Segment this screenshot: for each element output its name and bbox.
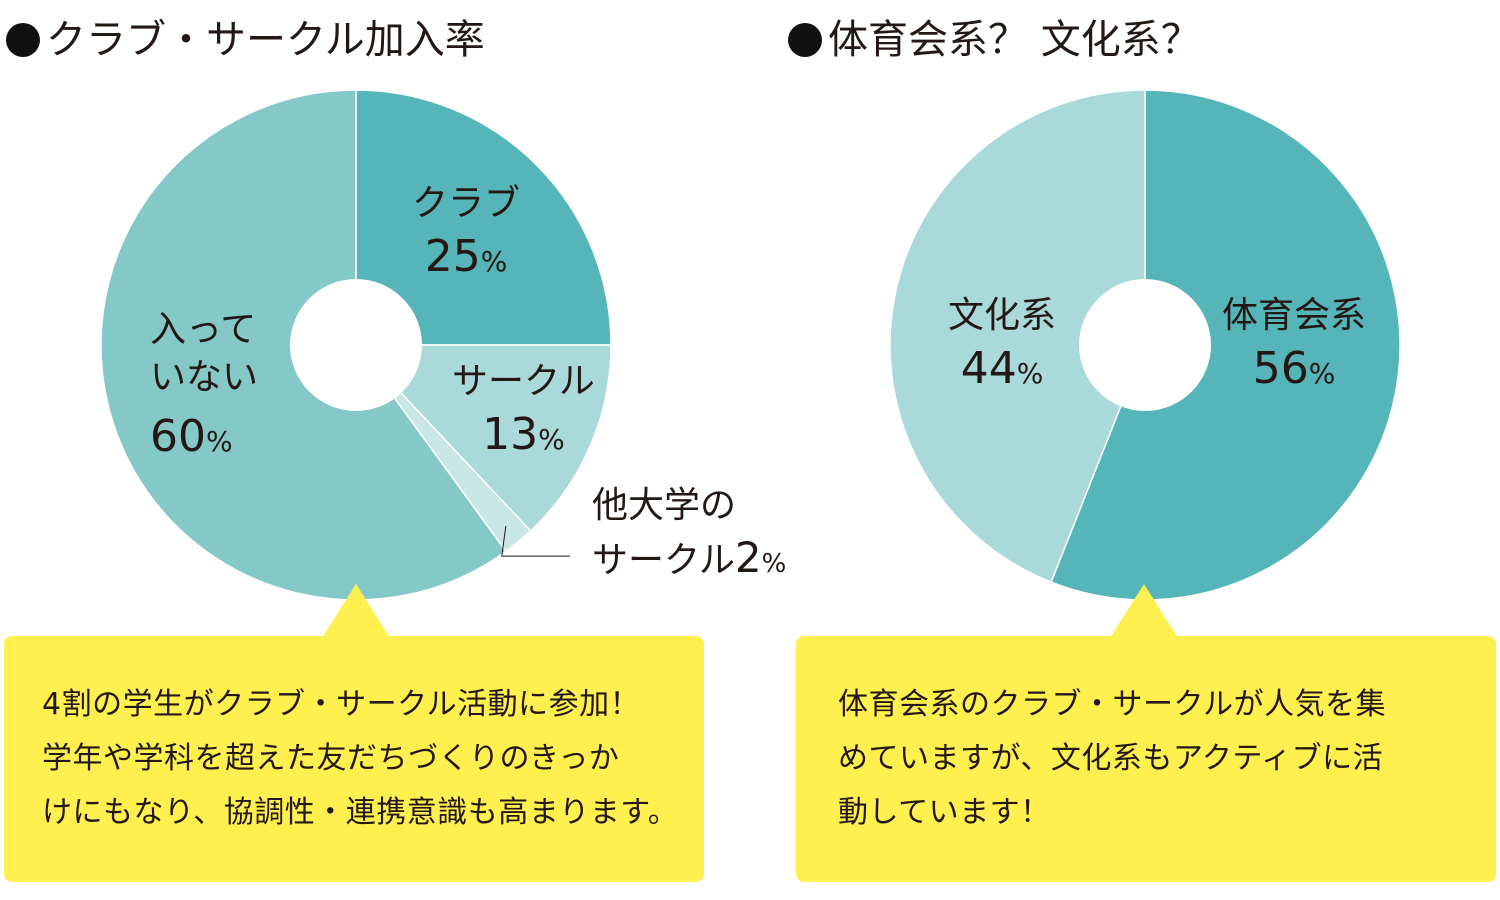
callout-line: 動しています！: [838, 795, 1051, 830]
leader-line-other-university: [501, 526, 570, 557]
right-donut-hole: [1079, 279, 1211, 411]
label-culture: 文化系 44%: [948, 292, 1056, 403]
label-circle: サークル 13%: [452, 358, 595, 469]
label-none-value: 60: [150, 411, 206, 462]
label-sports-name: 体育会系: [1222, 295, 1367, 336]
callout-line: けにもなり、協調性・連携意識も高まります。: [42, 795, 679, 830]
label-sports-value-wrap: 56%: [1222, 340, 1366, 403]
label-culture-value: 44: [960, 343, 1017, 394]
percent-sign: %: [206, 425, 233, 458]
bullet-icon: [788, 23, 822, 57]
left-chart-title: クラブ・サークル加入率: [6, 14, 485, 66]
callout-line: 体育会系のクラブ・サークルが人気を集: [838, 687, 1387, 722]
label-other-university: 他大学の サークル2%: [592, 480, 786, 590]
left-pie-slice-0: [355, 89, 612, 346]
label-other-line1: 他大学の: [592, 485, 737, 526]
left-pie-slice-1: [354, 344, 612, 532]
label-club-value: 25: [424, 231, 481, 282]
label-circle-value: 13: [482, 409, 539, 460]
label-none-line2: いない: [150, 357, 259, 398]
left-callout: 4割の学生がクラブ・サークル活動に参加！ 学年や学科を超えた友だちづくりのきっか…: [4, 636, 704, 882]
label-none-line1: 入って: [150, 309, 257, 350]
percent-sign: %: [1308, 357, 1336, 390]
right-pie-slice-1: [889, 89, 1146, 584]
callout-line: 学年や学科を超えた友だちづくりのきっか: [42, 741, 620, 776]
percent-sign: %: [538, 423, 565, 456]
percent-sign: %: [761, 549, 787, 579]
left-donut-hole: [290, 279, 422, 411]
right-callout-pointer: [1110, 584, 1178, 638]
right-pie-slice-0: [1050, 89, 1401, 601]
label-club: クラブ 25%: [412, 180, 520, 291]
label-other-line2-wrap: サークル2%: [592, 532, 786, 590]
right-chart-title: 体育会系？ 文化系？: [788, 14, 1201, 66]
bullet-icon: [6, 23, 40, 57]
label-none: 入って いない 60%: [150, 306, 258, 471]
left-callout-pointer: [322, 584, 390, 638]
label-none-value-wrap: 60%: [150, 408, 258, 471]
percent-sign: %: [480, 245, 508, 278]
label-club-value-wrap: 25%: [412, 228, 520, 291]
label-sports-value: 56: [1252, 343, 1309, 394]
label-circle-name: サークル: [452, 361, 595, 402]
right-callout: 体育会系のクラブ・サークルが人気を集 めていますが、文化系もアクティブに活 動し…: [796, 636, 1496, 882]
label-other-line2: サークル: [592, 540, 735, 581]
right-callout-text: 体育会系のクラブ・サークルが人気を集 めていますが、文化系もアクティブに活 動し…: [838, 678, 1386, 840]
label-other-value: 2: [734, 533, 762, 582]
percent-sign: %: [1016, 357, 1044, 390]
callout-line: 4割の学生がクラブ・サークル活動に参加！: [42, 687, 641, 722]
right-chart-title-text: 体育会系？ 文化系？: [828, 17, 1201, 63]
left-callout-text: 4割の学生がクラブ・サークル活動に参加！ 学年や学科を超えた友だちづくりのきっか…: [42, 678, 678, 840]
left-chart-title-text: クラブ・サークル加入率: [46, 17, 485, 63]
label-sports: 体育会系 56%: [1222, 292, 1366, 403]
label-circle-value-wrap: 13%: [452, 406, 595, 469]
callout-line: めていますが、文化系もアクティブに活: [838, 741, 1384, 776]
label-culture-name: 文化系: [948, 295, 1057, 336]
label-club-name: クラブ: [412, 183, 521, 224]
label-culture-value-wrap: 44%: [948, 340, 1056, 403]
